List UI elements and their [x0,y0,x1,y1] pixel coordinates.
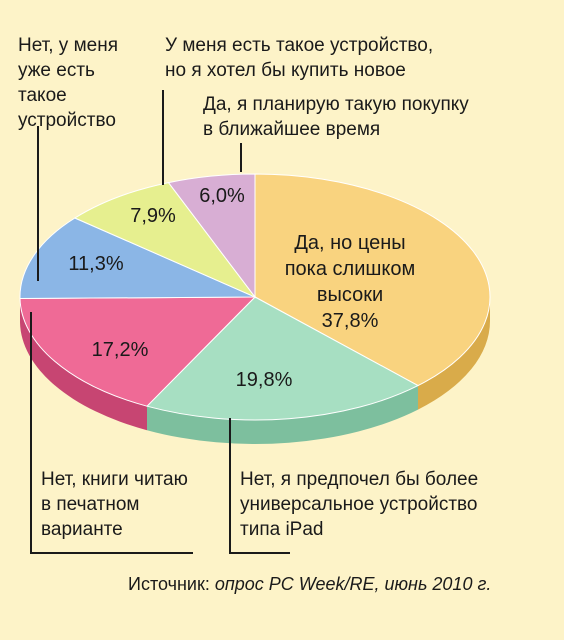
slice-category-label: высоки [317,284,383,306]
slice-value-label: 37,8% [322,310,379,332]
annotation-already-have: уже есть [18,60,95,81]
annotation-planning: Да, я планирую такую покупку [203,94,469,115]
annotation-ipad: Нет, я предпочел бы более [240,469,478,490]
pie-slice [146,296,420,421]
annotation-already-have: такое [18,85,67,106]
annotation-buy-new: У меня есть такое устройство, [165,35,433,56]
pie-slice [19,296,257,407]
annotation-already-have: устройство [18,110,116,131]
slice-value-label: 6,0% [199,185,245,207]
annotation-buy-new: но я хотел бы купить новое [165,60,406,81]
pie-slice-side [20,298,147,431]
pie-slices [19,173,491,421]
pie-3d-sides [19,297,490,444]
slice-value-label: 11,3% [68,253,123,275]
pie-slice [73,182,257,299]
source-text: опрос PC Week/RE, июнь 2010 г. [214,574,492,594]
leader-print [30,312,193,554]
slice-category-label: Да, но цены [294,232,405,254]
pie-slice-side [147,385,418,444]
slice-value-label: 19,8% [236,369,293,391]
annotation-print: Нет, книги читаю [41,469,188,490]
annotation-planning: в ближайшее время [203,119,380,140]
slice-value-label: 17,2% [92,339,149,361]
pie-slice [19,217,256,300]
annotation-print: в печатном [41,494,139,515]
pie-slice [167,173,256,299]
annotation-already-have: Нет, у меня [18,35,118,56]
source-note: Источник: опрос PC Week/RE, июнь 2010 г. [128,574,491,595]
pie-slice [254,173,491,387]
annotation-print: варианте [41,519,123,540]
source-prefix: Источник: [128,574,215,594]
slice-category-label: пока слишком [285,258,416,280]
annotation-ipad: универсальное устройство [240,494,477,515]
annotation-ipad: типа iPad [240,519,323,540]
slice-value-label: 7,9% [130,205,176,227]
leader-ipad [229,418,290,554]
pie-slice-side [418,297,490,410]
